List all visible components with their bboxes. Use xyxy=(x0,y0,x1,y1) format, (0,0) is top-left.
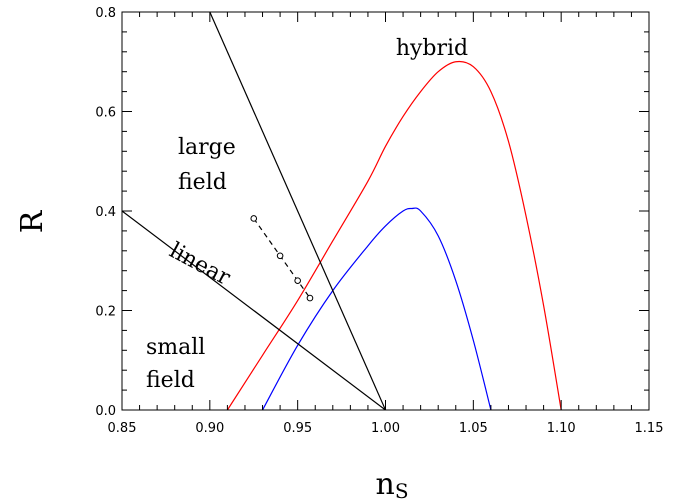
series-point-4 xyxy=(294,277,301,284)
x-tick-label: 1.05 xyxy=(459,421,488,436)
annotation-small-field-line1: small xyxy=(146,335,205,360)
y-tick-label: 0.4 xyxy=(95,205,116,220)
y-tick-label: 0.8 xyxy=(95,6,116,21)
x-axis-label-main: n xyxy=(375,467,394,502)
annotation-large-field-line2: field xyxy=(178,170,227,195)
series-layer xyxy=(121,11,562,411)
annotation-hybrid: hybrid xyxy=(396,36,468,61)
series-line-1 xyxy=(262,207,492,411)
y-tick-label: 0.0 xyxy=(95,404,116,419)
series-line-2 xyxy=(209,11,387,411)
plot-frame xyxy=(121,11,650,411)
y-tick-label: 0.6 xyxy=(95,106,116,121)
annotation-large-field-line1: large xyxy=(178,135,236,160)
annotation-linear: linear xyxy=(165,238,234,291)
series-line-4 xyxy=(253,218,311,299)
x-axis-label-subscript: S xyxy=(395,479,409,502)
x-tick-label: 0.95 xyxy=(283,421,312,436)
series-point-4 xyxy=(276,252,284,260)
series-line-0 xyxy=(226,60,562,411)
series-line-3 xyxy=(121,210,386,411)
x-tick-label: 1.00 xyxy=(371,421,400,436)
x-tick-label: 0.90 xyxy=(195,421,224,436)
y-tick-label: 0.2 xyxy=(95,305,116,320)
x-axis-label: nS xyxy=(375,467,408,502)
y-axis-label: R xyxy=(15,209,50,233)
x-tick-label: 1.15 xyxy=(635,421,664,436)
series-point-4 xyxy=(306,294,314,302)
x-tick-label: 0.85 xyxy=(108,421,137,436)
annotation-small-field-line2: field xyxy=(146,368,195,393)
x-tick-label: 1.10 xyxy=(547,421,576,436)
series-point-4 xyxy=(250,215,258,222)
